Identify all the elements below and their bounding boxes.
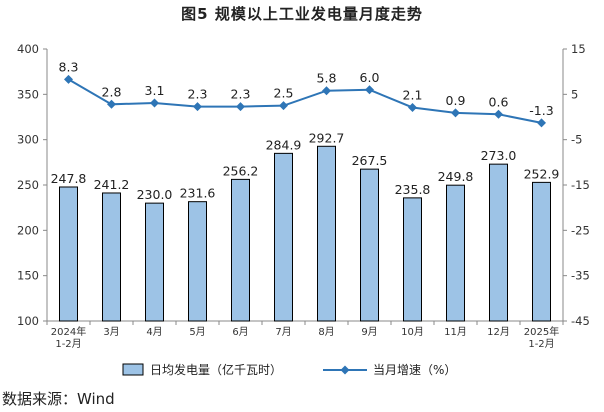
line-point: [451, 108, 460, 118]
left-tick-label: 300: [17, 133, 39, 147]
source-note: 数据来源：Wind: [2, 390, 115, 408]
right-tick-label: 5: [571, 87, 578, 101]
line-data-label: 0.9: [446, 93, 466, 108]
left-tick-label: 350: [17, 87, 39, 101]
line-data-label: 2.1: [403, 87, 423, 102]
bar: [102, 192, 121, 322]
line-data-label: 2.3: [188, 87, 208, 102]
right-tick-label: -5: [571, 133, 582, 147]
right-tick-label: -15: [571, 178, 590, 192]
line-data-label: -1.3: [529, 103, 553, 118]
x-tick-label: 3月: [103, 326, 119, 338]
line-point: [150, 98, 159, 108]
left-tick-label: 400: [17, 42, 39, 56]
bar-data-label: 235.8: [395, 182, 431, 197]
x-tick-label: 11月: [444, 326, 467, 338]
legend-line-marker: [340, 365, 350, 375]
bar: [145, 202, 164, 322]
bar-data-label: 252.9: [524, 166, 560, 181]
line-point: [322, 86, 331, 96]
bar: [446, 184, 465, 322]
bar: [317, 145, 336, 322]
bar-data-label: 249.8: [438, 169, 474, 184]
bar-data-label: 284.9: [266, 137, 302, 152]
x-tick-label: 12月: [487, 326, 510, 338]
x-tick-label: 8月: [318, 326, 334, 338]
line-data-label: 0.6: [489, 94, 509, 109]
left-tick-label: 100: [17, 314, 39, 328]
line-data-label: 2.5: [274, 86, 294, 101]
x-tick-label: 2024年: [51, 325, 86, 338]
line-point: [236, 102, 245, 112]
line-point: [537, 118, 546, 128]
line-point: [279, 101, 288, 111]
x-tick-label: 10月: [401, 326, 424, 338]
bar: [403, 197, 422, 322]
right-tick-label: -25: [571, 223, 590, 237]
legend-bar-swatch: [122, 363, 144, 376]
x-tick-label: 4月: [146, 326, 162, 338]
line-data-label: 2.3: [231, 87, 251, 102]
line-data-label: 5.8: [317, 71, 337, 86]
bar: [274, 152, 293, 322]
left-tick-label: 200: [17, 223, 39, 237]
line-data-label: 6.0: [360, 70, 380, 85]
legend-bar-label: 日均发电量（亿千瓦时）: [150, 362, 282, 377]
bar: [532, 181, 551, 322]
bar-data-label: 256.2: [223, 163, 259, 178]
right-tick-label: -45: [571, 314, 590, 328]
right-tick-label: 15: [571, 42, 586, 56]
line-point: [64, 74, 73, 84]
line-point: [193, 102, 202, 112]
bar-data-label: 230.0: [137, 187, 173, 202]
bar-data-label: 247.8: [51, 171, 87, 186]
bar-data-label: 273.0: [481, 148, 517, 163]
left-tick-label: 150: [17, 269, 39, 283]
left-tick-label: 250: [17, 178, 39, 192]
growth-line: [67, 78, 542, 124]
x-tick-label: 1-2月: [528, 338, 554, 350]
line-point: [494, 109, 503, 119]
line-point: [365, 85, 374, 95]
bar: [59, 186, 78, 322]
bar: [188, 201, 207, 322]
line-data-label: 3.1: [145, 83, 165, 98]
x-tick-label: 9月: [361, 326, 377, 338]
x-tick-label: 7月: [275, 326, 291, 338]
right-tick-label: -35: [571, 269, 590, 283]
line-point: [408, 102, 417, 112]
x-tick-label: 2025年: [524, 325, 559, 338]
x-tick-label: 5月: [189, 326, 205, 338]
line-data-label: 8.3: [59, 59, 79, 74]
bar-data-label: 231.6: [180, 186, 216, 201]
bar-data-label: 267.5: [352, 153, 388, 168]
x-tick-label: 1-2月: [55, 338, 81, 350]
bar-data-label: 292.7: [309, 130, 345, 145]
bar-data-label: 241.2: [94, 177, 130, 192]
chart-title: 图5 规模以上工业发电量月度走势: [181, 5, 423, 23]
x-tick-label: 6月: [232, 326, 248, 338]
line-point: [107, 99, 116, 109]
bar: [489, 163, 508, 322]
bar: [360, 168, 379, 322]
bar: [231, 178, 250, 322]
legend-line-label: 当月增速（%）: [373, 363, 456, 377]
line-data-label: 2.8: [102, 84, 122, 99]
